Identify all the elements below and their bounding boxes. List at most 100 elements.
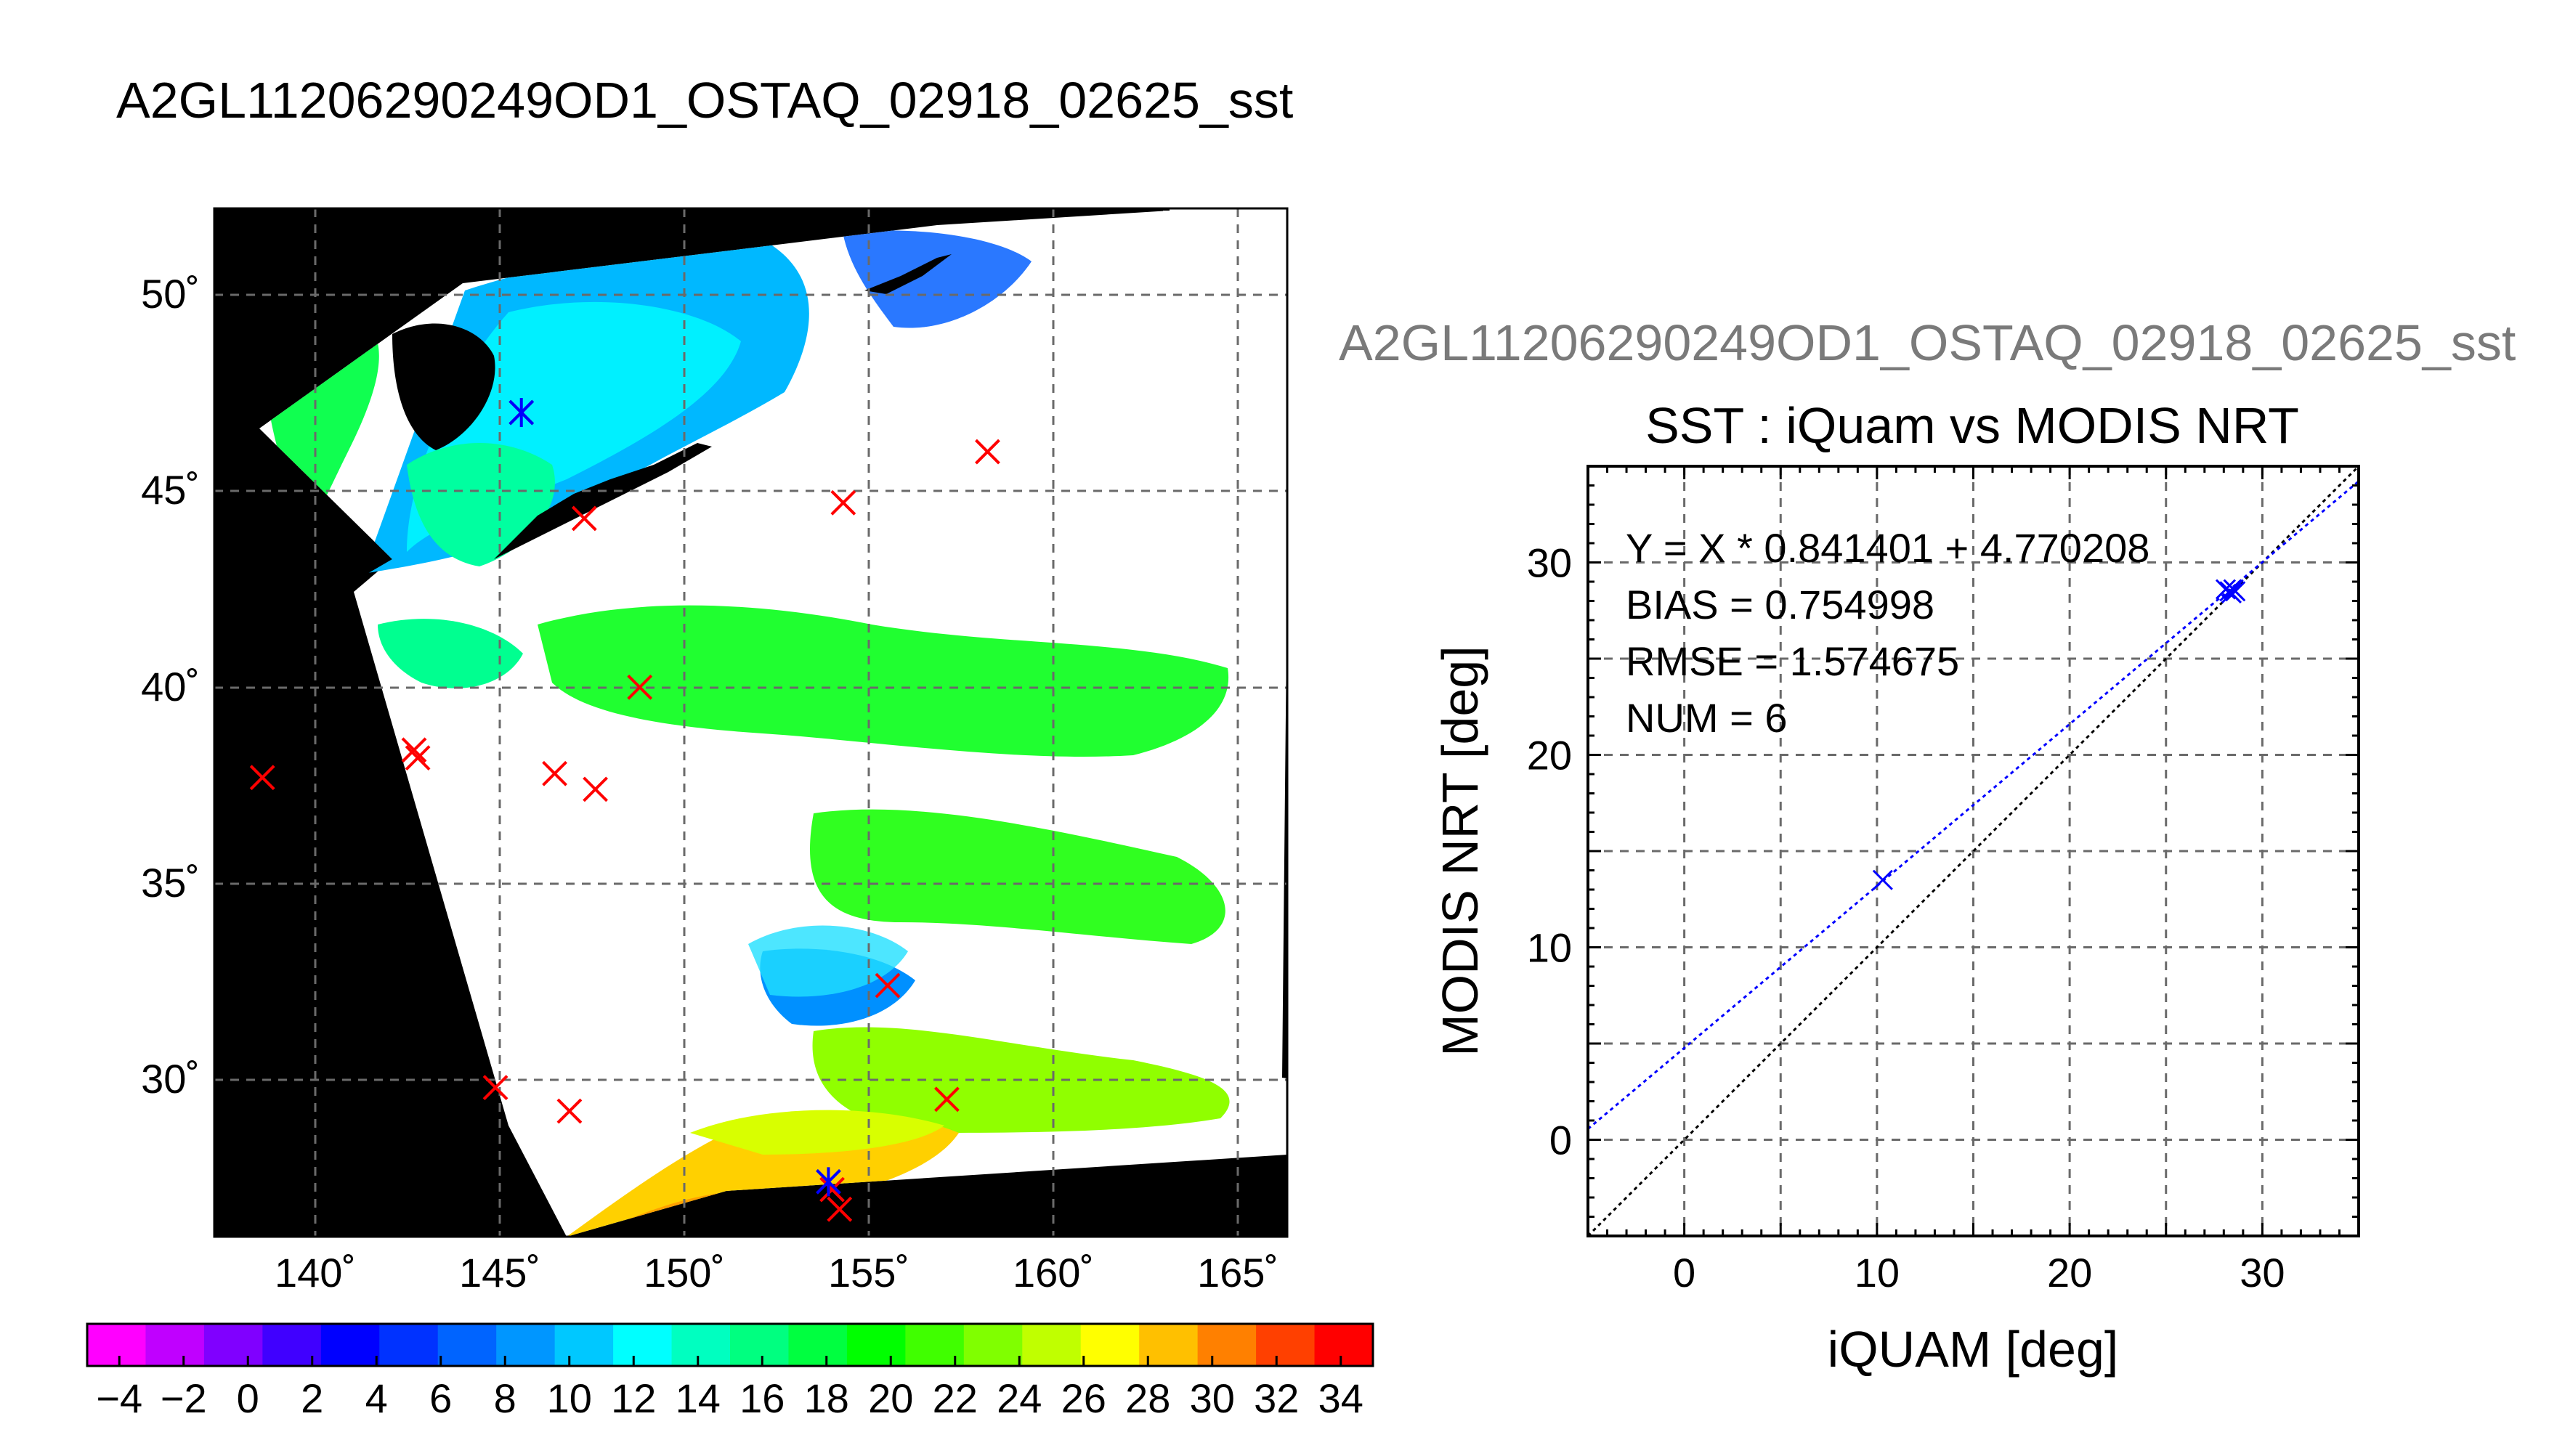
colorbar-cell (1314, 1324, 1374, 1366)
rmse-text: RMSE = 1.574675 (1626, 638, 1959, 684)
matchup-x-marker (405, 745, 431, 771)
bias-text: BIAS = 0.754998 (1626, 582, 1934, 627)
lon-tick-label: 150˚ (644, 1250, 725, 1296)
colorbar-cell (87, 1324, 147, 1366)
colorbar-tick-label: 0 (237, 1375, 259, 1421)
lat-tick-label: 45˚ (141, 467, 200, 513)
scatter-y-axis-label: MODIS NRT [deg] (1432, 646, 1488, 1056)
scatter-y-tick-label: 0 (1549, 1118, 1572, 1163)
scatter-x-tick-label: 30 (2240, 1250, 2285, 1296)
matchup-x-marker (583, 776, 609, 802)
colorbar-tick-label: 16 (739, 1375, 785, 1421)
colorbar-ticks: −4 −2 0 2 4 6 8 10 12 14 16 18 20 22 24 26 28 30 32 34 (96, 1356, 1363, 1421)
colorbar-cell (963, 1324, 1024, 1366)
scatter-point (1872, 869, 1893, 890)
matchup-x-marker (401, 737, 427, 763)
scatter-y-tick-label: 20 (1527, 733, 1572, 778)
colorbar-cell (1256, 1324, 1316, 1366)
matchup-x-marker (827, 1196, 853, 1222)
lon-tick-label: 145˚ (459, 1250, 540, 1296)
lat-tick-label: 35˚ (141, 860, 200, 906)
scatter-x-axis-label: iQUAM [deg] (1828, 1321, 2119, 1378)
scatter-title: SST : iQuam vs MODIS NRT (1645, 397, 2299, 454)
matchup-x-marker (875, 972, 901, 999)
scatter-y-tick-label: 10 (1527, 925, 1572, 971)
land-mask (392, 254, 952, 559)
matchup-x-marker (542, 760, 567, 786)
map-lat-ticks: 30˚ 35˚ 40˚ 45˚ 50˚ (141, 271, 200, 1102)
colorbar-cell (1022, 1324, 1082, 1366)
scatter-x-tick-label: 0 (1673, 1250, 1695, 1296)
colorbar-tick-label: 32 (1254, 1375, 1299, 1421)
scatter-annotations: Y = X * 0.841401 + 4.770208 BIAS = 0.754… (1626, 525, 2149, 741)
regression-fit-line (1588, 480, 2359, 1130)
scatter-plot: SST : iQuam vs MODIS NRT 0 10 20 30 0 10 20 30… (1432, 397, 2360, 1378)
colorbar-tick-label: 24 (997, 1375, 1042, 1421)
colorbar-cell (496, 1324, 556, 1366)
scatter-point (2221, 582, 2242, 603)
colorbar-cell (1139, 1324, 1199, 1366)
scatter-x-tick-label: 10 (1855, 1250, 1900, 1296)
map-lon-ticks: 140˚ 145˚ 150˚ 155˚ 160˚ 165˚ (275, 1250, 1278, 1296)
colorbar-cell (846, 1324, 907, 1366)
colorbar-cell (203, 1324, 264, 1366)
colorbar-cell (437, 1324, 498, 1366)
scatter-x-tick-label: 20 (2047, 1250, 2092, 1296)
colorbar-frame (86, 1322, 1374, 1367)
colorbar-tick-label: 2 (301, 1375, 323, 1421)
lon-tick-label: 155˚ (828, 1250, 909, 1296)
colorbar-tick-label: 10 (547, 1375, 592, 1421)
matchup-x-marker (975, 439, 1000, 465)
scatter-y-tick-label: 30 (1527, 540, 1572, 586)
matchup-x-marker (934, 1086, 960, 1113)
colorbar-tick-label: 14 (676, 1375, 721, 1421)
matchup-x-marker (571, 505, 597, 532)
colorbar-cell (671, 1324, 731, 1366)
scatter-y-tick-labels: 0 10 20 30 (1527, 540, 1572, 1163)
matchup-x-marker (627, 674, 653, 700)
colorbar-tick-label: 28 (1125, 1375, 1170, 1421)
matchup-x-marker (556, 1098, 583, 1124)
colorbar-tick-label: 6 (429, 1375, 452, 1421)
colorbar-cells (87, 1324, 1374, 1366)
colorbar-cell (145, 1324, 205, 1366)
scatter-points (1872, 579, 2246, 890)
map-gridlines (214, 208, 1287, 1237)
scatter-x-tick-labels: 0 10 20 30 (1673, 1250, 2285, 1296)
colorbar-tick-label: 20 (868, 1375, 913, 1421)
colorbar-tick-label: 12 (611, 1375, 656, 1421)
colorbar-cell (788, 1324, 848, 1366)
colorbar-tick-label: −4 (96, 1375, 142, 1421)
scatter-point (2225, 581, 2246, 602)
colorbar-tick-label: 30 (1190, 1375, 1235, 1421)
colorbar-tick-label: 26 (1061, 1375, 1106, 1421)
colorbar-tick-label: 22 (933, 1375, 978, 1421)
scatter-gridlines (1588, 466, 2359, 1236)
colorbar-cell (554, 1324, 615, 1366)
colorbar-cell (1080, 1324, 1140, 1366)
scatter-minor-ticks (1586, 465, 2360, 1237)
colorbar-cell (1197, 1324, 1257, 1366)
colorbar-cell (730, 1324, 790, 1366)
matchup-x-marker (819, 1176, 845, 1203)
colorbar-cell (379, 1324, 439, 1366)
lon-tick-label: 160˚ (1013, 1250, 1094, 1296)
colorbar-tick-label: 18 (804, 1375, 849, 1421)
lon-tick-label: 140˚ (275, 1250, 356, 1296)
map-markers (249, 398, 1000, 1222)
colorbar-cell (320, 1324, 381, 1366)
colorbar-tick-label: 4 (365, 1375, 388, 1421)
lat-tick-label: 50˚ (141, 271, 200, 317)
matchup-x-marker (830, 489, 856, 516)
colorbar: −4 −2 0 2 4 6 8 10 12 14 16 18 20 22 24 26 28 30 32 34 (86, 1322, 1374, 1421)
fit-equation-text: Y = X * 0.841401 + 4.770208 (1626, 525, 2149, 571)
used-matchup-star-marker (816, 1167, 841, 1197)
map-frame (213, 207, 1289, 1238)
matchup-x-marker (482, 1075, 508, 1101)
scatter-file-title: A2GL11206290249OD1_OSTAQ_02918_02625_sst (1339, 314, 2516, 371)
num-text: NUM = 6 (1626, 695, 1788, 741)
lon-tick-label: 165˚ (1197, 1250, 1278, 1296)
colorbar-tick-label: 8 (494, 1375, 516, 1421)
lat-tick-label: 30˚ (141, 1056, 200, 1102)
